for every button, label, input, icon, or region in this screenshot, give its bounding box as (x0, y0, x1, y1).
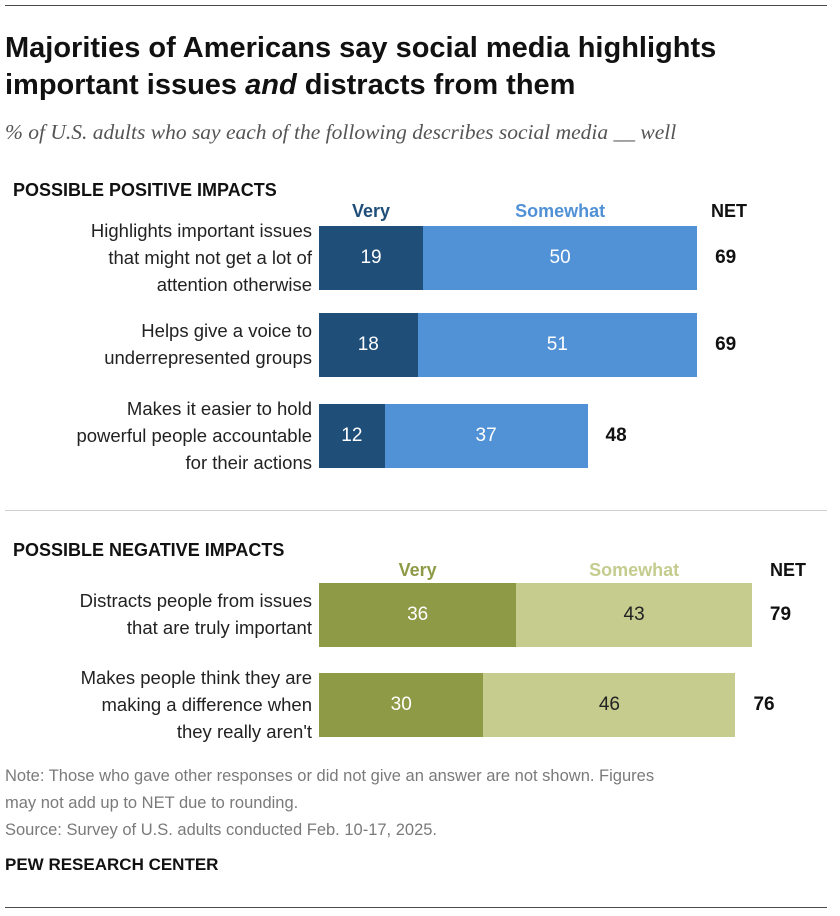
row-label-line: for their actions (185, 451, 312, 473)
source-line: Source: Survey of U.S. adults conducted … (5, 821, 438, 839)
negative-legend-very: Very (398, 560, 437, 580)
row-label-line: Distracts people from issues (79, 590, 312, 611)
row-label-line: Makes people think they are (80, 666, 312, 688)
negative-row-label-2: Makes people think they are making a diff… (81, 664, 312, 745)
negative-section-title: POSSIBLE NEGATIVE IMPACTS (13, 540, 285, 560)
row-label-line: Helps give a voice to (141, 320, 312, 341)
positive-section-title: POSSIBLE POSITIVE IMPACTS (13, 180, 277, 200)
positive-bar-somewhat-3 (384, 404, 588, 468)
row-label-line: Highlights important issues (90, 219, 312, 241)
top-rule (5, 5, 827, 6)
positive-value-somewhat-3: 37 (475, 425, 497, 446)
positive-net-value-2: 69 (715, 334, 737, 355)
chart-title: Majorities of Americans say social media… (5, 30, 825, 104)
negative-value-somewhat-2: 46 (598, 694, 620, 715)
positive-value-somewhat-1: 50 (549, 247, 571, 268)
positive-net-value-1: 69 (715, 247, 737, 268)
positive-legend-somewhat: Somewhat (515, 201, 606, 221)
title-line-2-end: distracts from them (296, 69, 576, 101)
positive-bar-very-3 (319, 404, 385, 468)
row-label-line: Makes it easier to hold (126, 397, 312, 419)
row-label-line: that are truly important (126, 617, 312, 638)
positive-value-very-1: 19 (360, 247, 382, 268)
title-emphasis: and (245, 69, 297, 101)
negative-value-very-2: 30 (390, 694, 412, 715)
section-divider (5, 510, 827, 511)
row-label-line: that might not get a lot of (108, 246, 312, 268)
chart-note: Note: Those who gave other responses or … (5, 763, 805, 844)
negative-value-somewhat-1: 43 (623, 604, 645, 625)
positive-value-somewhat-2: 51 (546, 334, 568, 355)
title-line-2-start: important issues (5, 69, 246, 101)
positive-bar-somewhat-2 (417, 313, 698, 377)
negative-value-very-1: 36 (407, 604, 429, 625)
row-label-line: attention otherwise (156, 273, 312, 295)
positive-row-label-3: Makes it easier to hold powerful people a… (76, 395, 312, 476)
positive-legend-very: Very (352, 201, 391, 221)
negative-bar-very-1 (319, 583, 517, 647)
negative-legend-somewhat: Somewhat (589, 560, 680, 580)
title-line-1: Majorities of Americans say social media… (5, 32, 717, 64)
positive-bar-very-2 (319, 313, 418, 377)
negative-row-label-1: Distracts people from issues that are tru… (80, 587, 312, 641)
note-line-1: Note: Those who gave other responses or … (5, 767, 655, 785)
negative-bar-somewhat-2 (483, 673, 736, 737)
negative-net-value-1: 79 (769, 604, 792, 625)
chart-subtitle: % of U.S. adults who say each of the fol… (5, 120, 677, 144)
title-line-2: important issues and distracts from them (5, 67, 825, 104)
negative-bar-very-2 (319, 673, 484, 737)
note-line-2: may not add up to NET due to rounding. (5, 794, 299, 812)
positive-value-very-2: 18 (357, 334, 379, 355)
negative-net-value-2: 76 (753, 694, 775, 715)
positive-bar-somewhat-1 (423, 226, 698, 290)
row-label-line: underrepresented groups (104, 347, 312, 368)
positive-row-label-1: Highlights important issues that might no… (91, 217, 312, 298)
positive-row-label-2: Helps give a voice to underrepresented gr… (104, 317, 312, 371)
row-label-line: making a difference when (101, 693, 312, 715)
positive-value-very-3: 12 (341, 425, 363, 446)
bottom-rule (5, 907, 827, 908)
positive-net-header: NET (711, 201, 747, 221)
row-label-line: powerful people accountable (76, 424, 312, 446)
negative-bar-somewhat-1 (516, 583, 752, 647)
positive-bar-very-1 (319, 226, 424, 290)
row-label-line: they really aren't (176, 720, 312, 742)
negative-net-header: NET (770, 560, 806, 580)
brand-logo-text: PEW RESEARCH CENTER (5, 855, 219, 874)
positive-net-value-3: 48 (605, 425, 627, 446)
